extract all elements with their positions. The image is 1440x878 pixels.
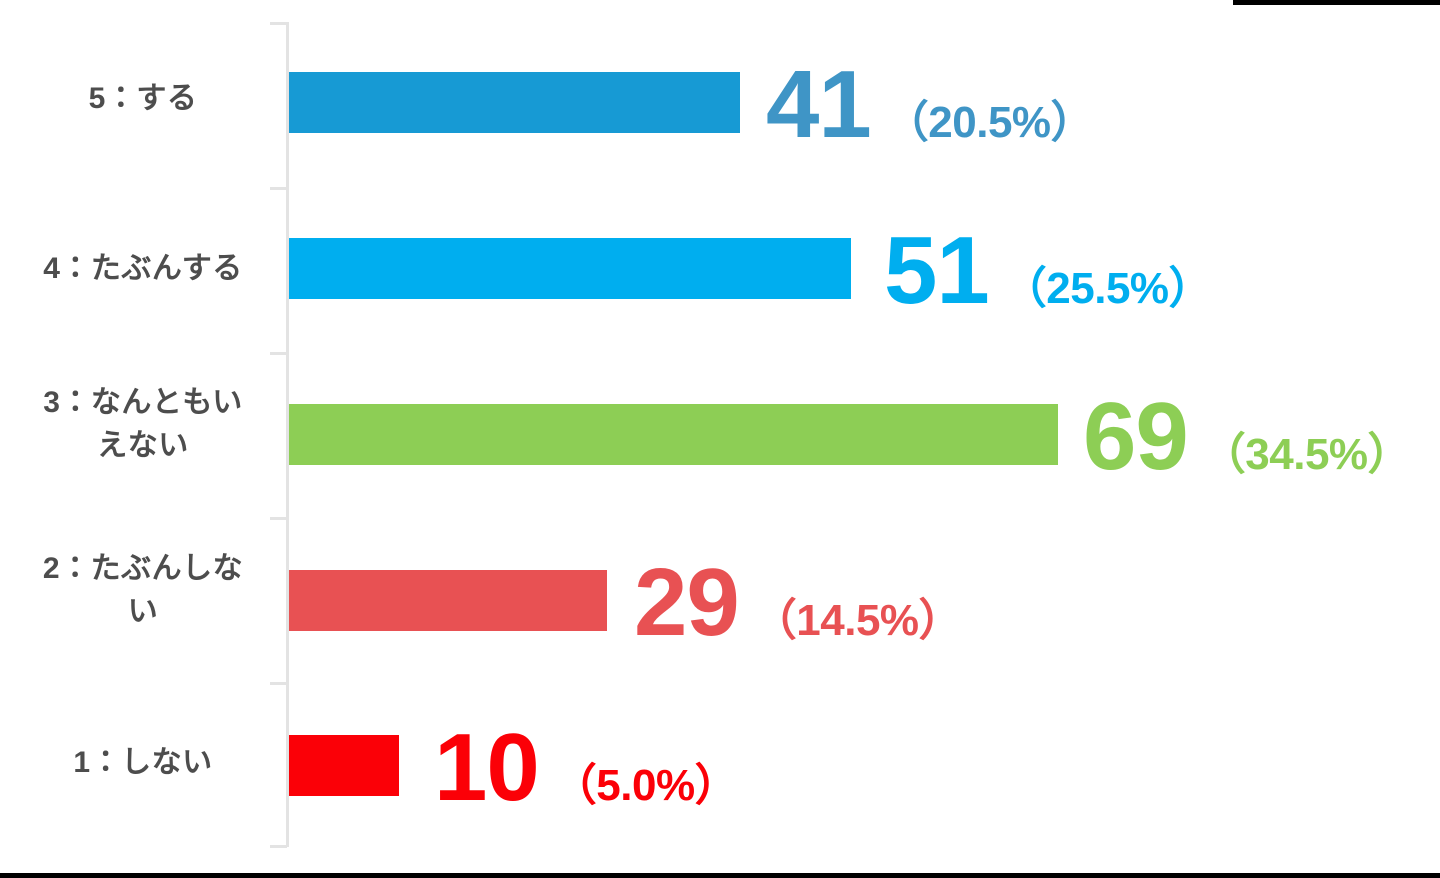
bar-value-percent: （14.5%） — [752, 596, 963, 645]
category-label: 4：たぶんする — [43, 252, 243, 285]
bar-segment[interactable] — [289, 570, 607, 631]
bar-value-count: 29 — [634, 549, 740, 656]
bar-value-percent: （25.5%） — [1002, 264, 1213, 313]
bar-value-count: 41 — [766, 51, 872, 158]
bar-value-percent: （20.5%） — [884, 98, 1095, 147]
category-label: 3：なんともい えない — [43, 386, 243, 462]
axis-tick-2 — [270, 352, 287, 355]
axis-tick-top — [270, 22, 287, 25]
axis-tick-1 — [270, 187, 287, 190]
bar-segment[interactable] — [289, 404, 1058, 465]
category-label: 1：しない — [73, 746, 213, 779]
axis-tick-bottom — [270, 845, 287, 848]
category-label: 2：たぶんしな い — [42, 552, 244, 628]
category-axis-line — [286, 22, 289, 847]
axis-tick-3 — [270, 517, 287, 520]
bar-value-percent: （5.0%） — [552, 761, 739, 810]
bottom-edge-strip — [0, 873, 1440, 878]
bar-value-group: 69 （34.5%） — [1083, 383, 1412, 490]
bar-value-count: 69 — [1083, 383, 1189, 490]
bar-value-group: 29 （14.5%） — [634, 549, 963, 656]
category-label: 5：する — [88, 82, 198, 115]
bar-value-count: 10 — [434, 714, 540, 821]
bar-segment[interactable] — [289, 238, 851, 299]
bar-value-group: 41 （20.5%） — [766, 51, 1095, 158]
top-edge-strip — [1233, 0, 1440, 5]
axis-tick-4 — [270, 682, 287, 685]
bar-segment[interactable] — [289, 72, 740, 133]
bar-value-group: 51 （25.5%） — [884, 217, 1213, 324]
bar-value-percent: （34.5%） — [1201, 430, 1412, 479]
bar-value-group: 10 （5.0%） — [434, 714, 739, 821]
bar-value-count: 51 — [884, 217, 990, 324]
bar-segment[interactable] — [289, 735, 399, 796]
